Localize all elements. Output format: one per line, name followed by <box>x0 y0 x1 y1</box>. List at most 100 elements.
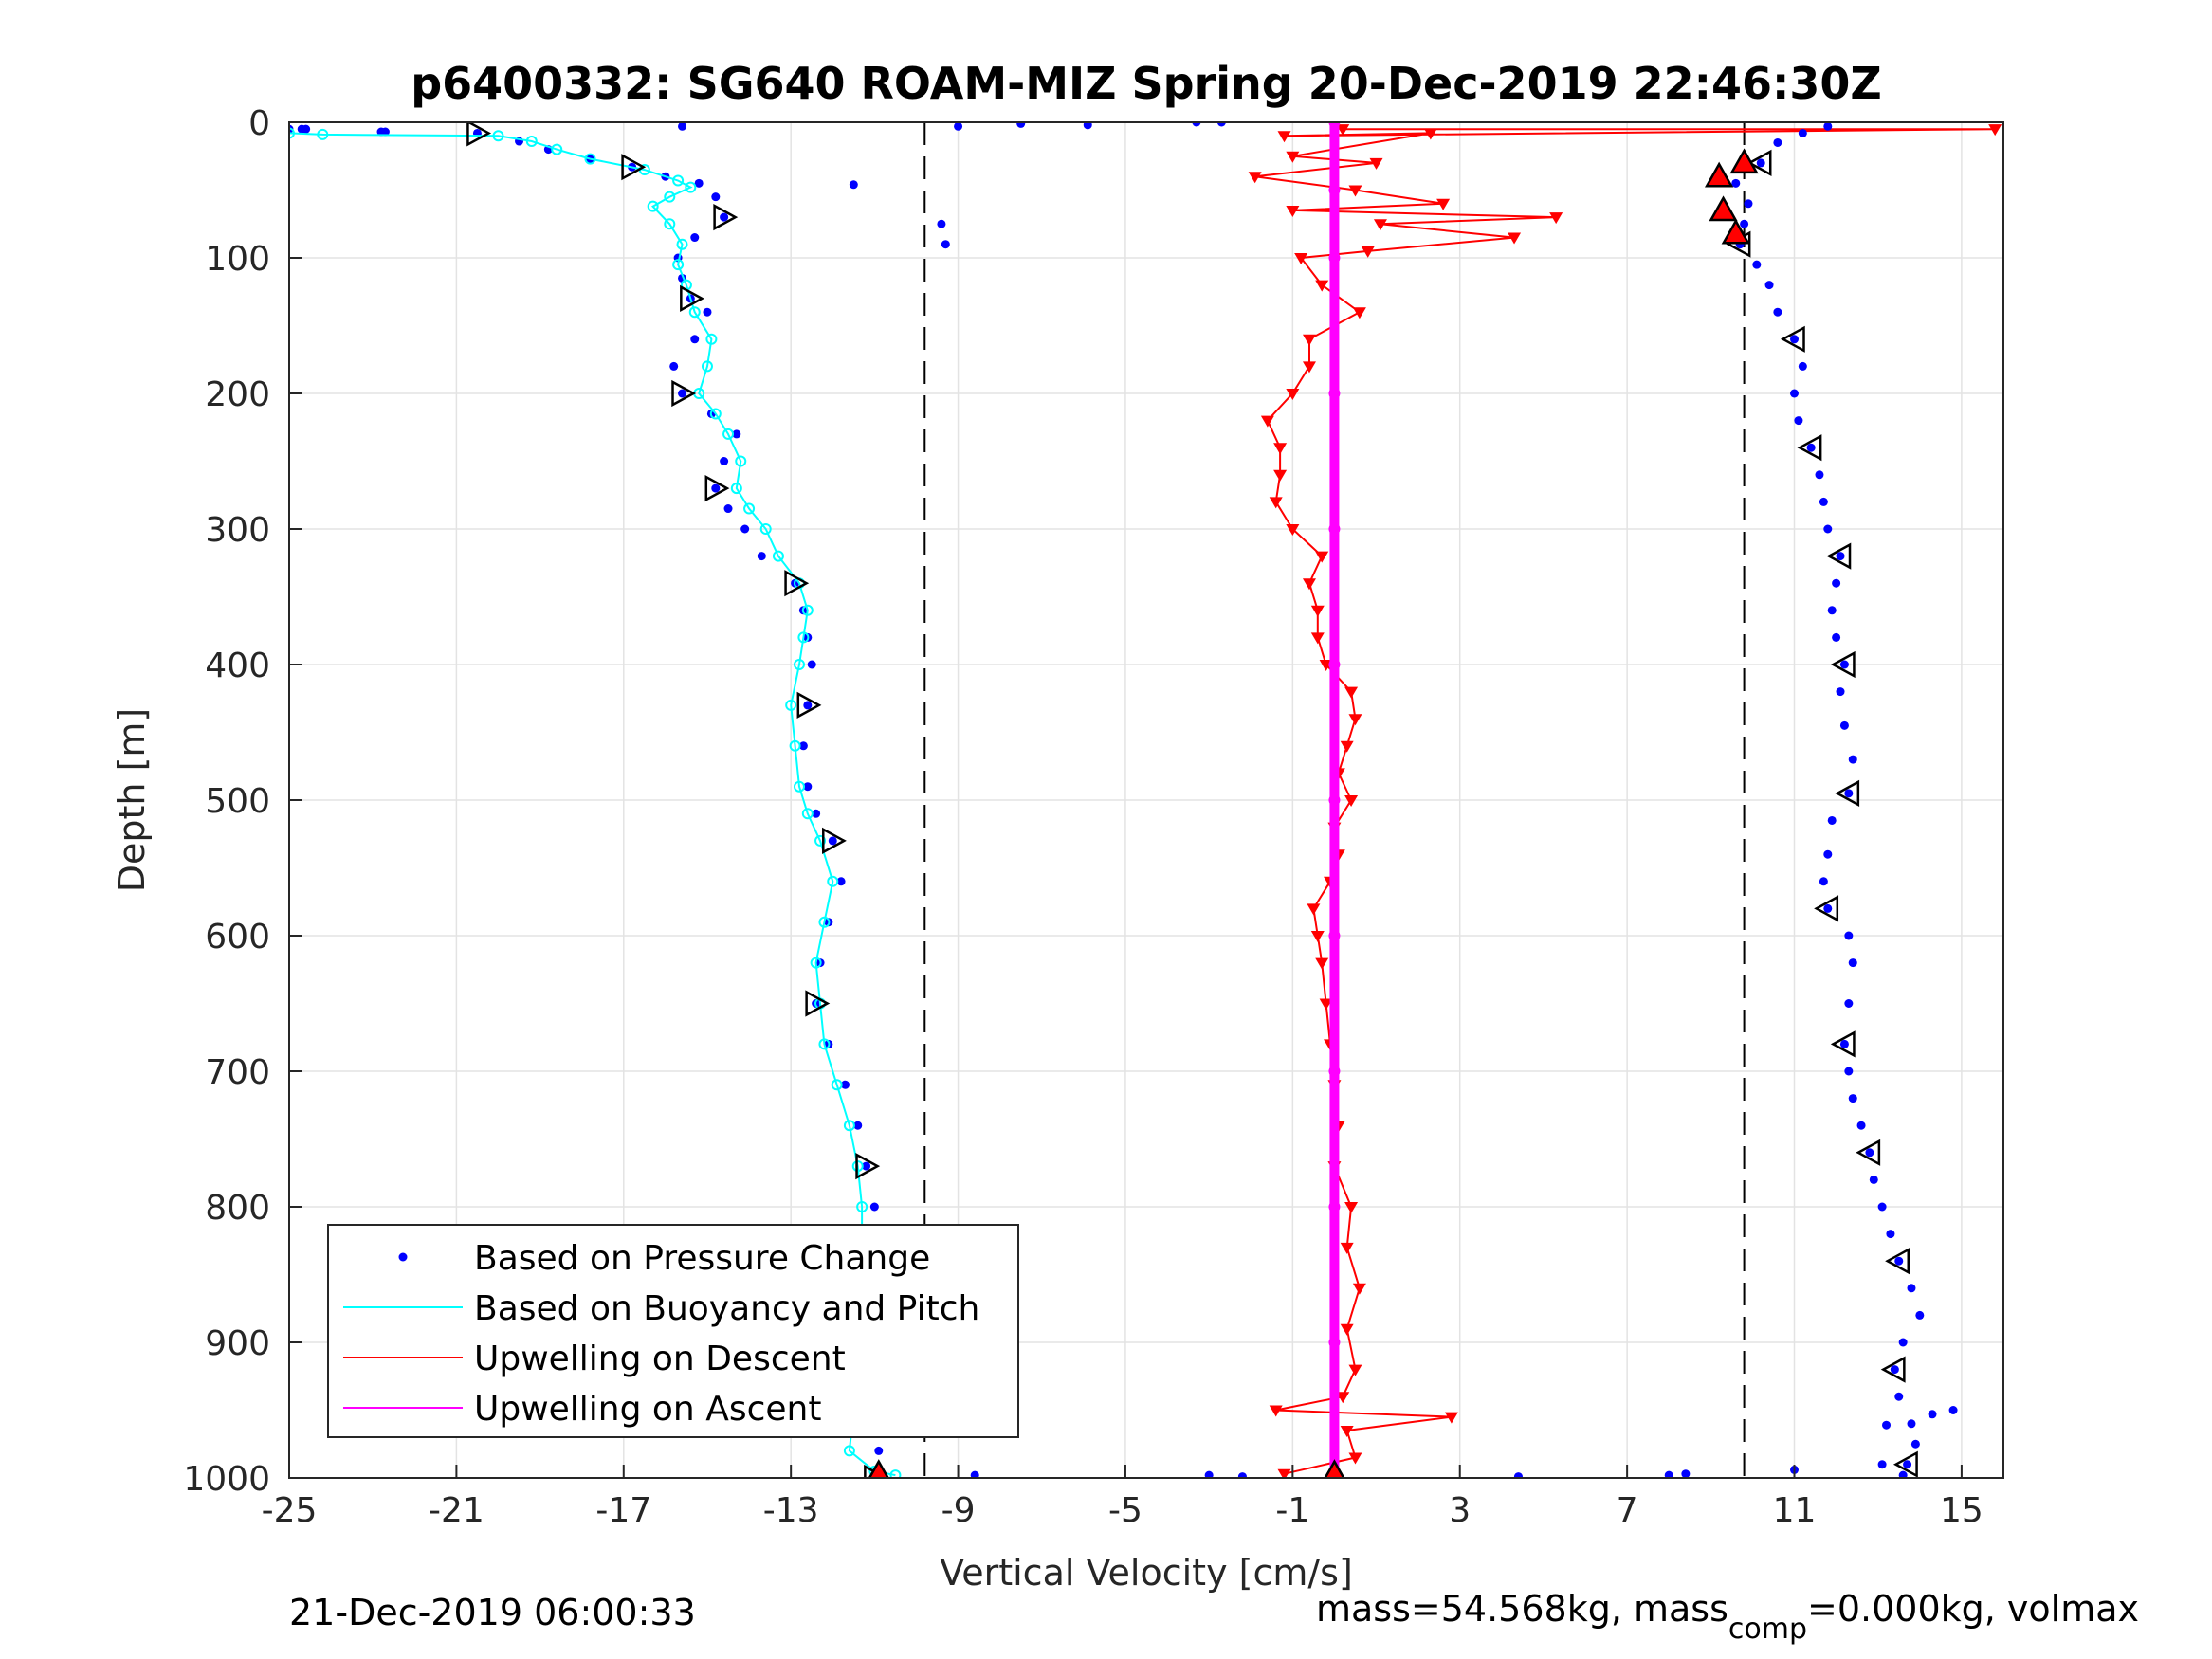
buoyancy-pitch-point <box>843 1445 855 1457</box>
upwelling-descent-point <box>1344 686 1359 699</box>
upwelling-descent-point <box>1373 219 1387 231</box>
pressure-change-point <box>1856 1121 1866 1130</box>
upwelling-ascent-point <box>1328 252 1341 264</box>
upwelling-descent-point <box>1444 1412 1458 1424</box>
x-tick-label: -9 <box>941 1491 976 1530</box>
pressure-change-point <box>1832 632 1841 642</box>
pressure-change-point <box>1907 1284 1916 1293</box>
upwelling-descent-point <box>1344 1202 1359 1213</box>
upwelling-descent-point <box>1269 1405 1283 1417</box>
pressure-change-point <box>1664 1470 1673 1478</box>
pressure-change-point <box>1848 958 1857 968</box>
pressure-change-point <box>1898 1470 1908 1478</box>
descent-direction-marker <box>796 691 822 720</box>
chart-title: p6400332: SG640 ROAM-MIZ Spring 20-Dec-2… <box>411 58 1882 109</box>
pressure-change-point <box>1865 1148 1874 1158</box>
buoyancy-pitch-line <box>289 132 896 1477</box>
upwelling-descent-point <box>1286 389 1300 400</box>
buoyancy-pitch-point <box>843 1120 855 1132</box>
pressure-change-point <box>1752 260 1762 269</box>
pressure-change-point <box>678 389 687 398</box>
buoyancy-pitch-point <box>584 153 596 165</box>
upwelling-ascent-point <box>1328 659 1341 670</box>
apogee-marker <box>1709 195 1738 222</box>
descent-direction-marker <box>671 379 697 408</box>
pressure-change-point <box>1773 307 1782 317</box>
pressure-change-point <box>678 122 687 131</box>
pressure-change-point <box>1848 755 1857 764</box>
upwelling-descent-point <box>1248 172 1262 184</box>
pressure-change-point <box>757 552 766 561</box>
upwelling-ascent-point <box>1328 794 1341 806</box>
upwelling-descent-point <box>1302 334 1316 346</box>
buoyancy-pitch-point <box>789 739 801 752</box>
buoyancy-pitch-point <box>289 127 295 139</box>
pressure-change-point <box>1192 122 1201 127</box>
pressure-change-point <box>1016 122 1026 128</box>
pressure-change-point <box>954 122 963 131</box>
ascent-direction-marker <box>1780 325 1805 353</box>
upwelling-ascent-point <box>1328 388 1341 399</box>
upwelling-descent-point <box>1336 1392 1350 1404</box>
buoyancy-pitch-point <box>743 502 756 515</box>
ascent-direction-marker <box>1856 1139 1881 1166</box>
ascent-direction-marker <box>1830 1030 1856 1058</box>
pressure-change-point <box>1744 199 1753 209</box>
y-tick-label: 700 <box>205 1053 270 1092</box>
pressure-change-point <box>1844 999 1854 1008</box>
upwelling-descent-point <box>1286 524 1300 536</box>
pressure-change-point <box>1823 122 1833 131</box>
buoyancy-pitch-point <box>672 174 685 187</box>
buoyancy-pitch-point <box>701 360 713 373</box>
pressure-change-point <box>1790 335 1800 344</box>
pressure-change-point <box>723 504 733 514</box>
legend-label: Upwelling on Descent <box>474 1340 846 1378</box>
y-tick-label: 100 <box>205 240 270 279</box>
pressure-change-point <box>1882 1420 1892 1430</box>
upwelling-descent-point <box>1319 998 1333 1011</box>
buoyancy-pitch-point <box>664 218 676 230</box>
upwelling-descent-point <box>1273 443 1288 455</box>
buoyancy-pitch-point <box>317 128 329 140</box>
descent-direction-marker <box>805 990 831 1017</box>
upwelling-descent-point <box>1352 307 1366 319</box>
data-layer <box>289 122 2002 1478</box>
pressure-change-point <box>711 483 721 493</box>
pressure-change-point <box>828 836 837 846</box>
pressure-change-point <box>1827 606 1837 615</box>
upwelling-descent-point <box>1310 605 1325 617</box>
buoyancy-pitch-point <box>889 1469 902 1478</box>
pressure-change-point <box>694 178 704 188</box>
pressure-change-point <box>1928 1410 1937 1419</box>
ascent-direction-marker <box>1797 434 1822 462</box>
buoyancy-pitch-point <box>722 428 735 440</box>
ascent-direction-marker <box>1835 779 1860 807</box>
buoyancy-pitch-point <box>525 136 538 148</box>
pressure-change-point <box>1513 1472 1523 1478</box>
upwelling-ascent-point <box>1328 523 1341 535</box>
footer-timestamp: 21-Dec-2019 06:00:33 <box>289 1592 696 1633</box>
y-tick-label: 800 <box>205 1189 270 1228</box>
upwelling-descent-point <box>1508 232 1522 245</box>
upwelling-ascent-point <box>1328 930 1341 941</box>
pressure-change-point <box>840 1080 850 1089</box>
pressure-change-point <box>1836 552 1845 561</box>
pressure-change-point <box>1848 1094 1857 1103</box>
pressure-change-point <box>720 457 729 465</box>
ascent-direction-marker <box>1830 650 1856 679</box>
ascent-direction-marker <box>1880 1356 1906 1383</box>
upwelling-descent-point <box>1348 1364 1362 1376</box>
pressure-change-point <box>1894 1256 1904 1266</box>
upwelling-descent-point <box>1273 469 1288 482</box>
x-axis-label: Vertical Velocity [cm/s] <box>940 1552 1353 1594</box>
pressure-change-point <box>1948 1406 1958 1414</box>
pressure-change-point <box>874 1446 884 1455</box>
upwelling-descent-point <box>1352 1283 1366 1295</box>
buoyancy-pitch-point <box>793 659 805 670</box>
pressure-change-point <box>1907 1419 1916 1429</box>
pressure-change-point <box>380 127 390 137</box>
x-tick-label: -5 <box>1108 1491 1143 1530</box>
pressure-change-point <box>1681 1469 1691 1478</box>
upwelling-descent-point <box>1340 1242 1354 1254</box>
